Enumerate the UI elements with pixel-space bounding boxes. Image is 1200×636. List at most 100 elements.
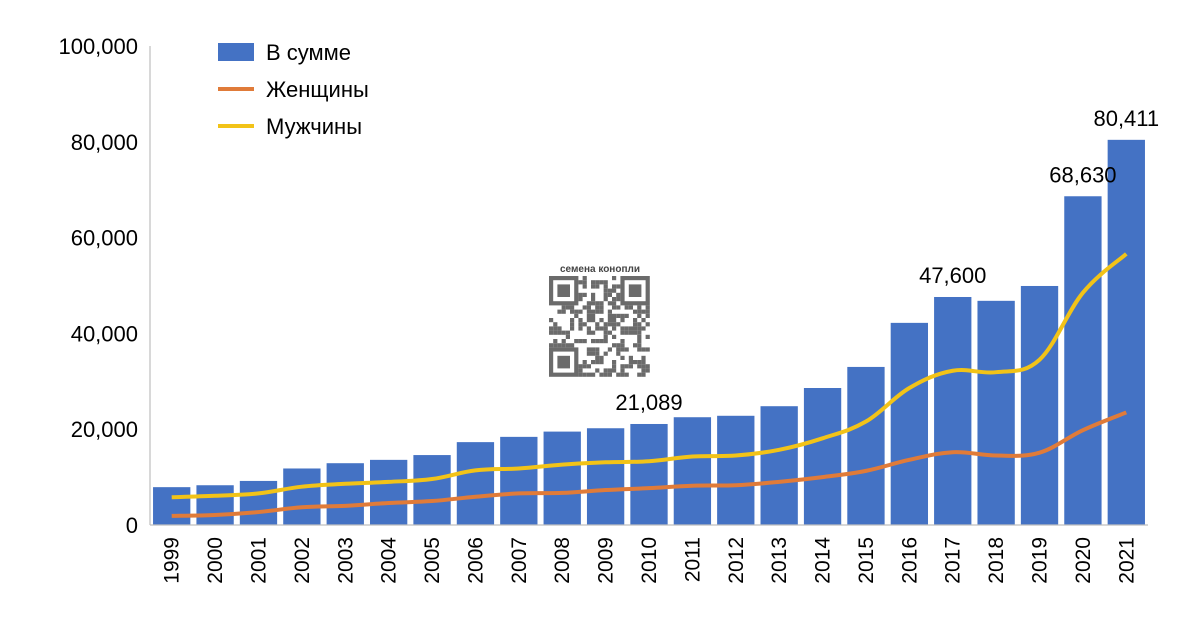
qr-module — [595, 360, 600, 365]
qr-module — [616, 313, 621, 318]
qr-module — [549, 326, 554, 331]
bar-2018 — [977, 300, 1015, 525]
qr-caption: семена конопли — [560, 264, 640, 275]
qr-module — [637, 313, 642, 318]
qr-module — [624, 326, 629, 331]
qr-module — [570, 318, 575, 323]
y-tick-label: 60,000 — [71, 226, 138, 251]
qr-module — [612, 334, 617, 339]
qr-module — [557, 330, 562, 335]
qr-module — [591, 339, 596, 344]
qr-module — [586, 309, 591, 314]
qr-module — [591, 351, 596, 356]
qr-module — [637, 372, 642, 377]
bar-2014 — [803, 388, 842, 525]
bar-2008 — [543, 431, 581, 525]
qr-module — [633, 326, 638, 331]
qr-module — [582, 360, 587, 365]
qr-module — [603, 368, 608, 373]
qr-module — [612, 276, 617, 281]
bar-1999 — [153, 487, 191, 525]
x-tick-label: 2009 — [595, 537, 618, 584]
qr-module — [586, 305, 591, 310]
qr-module — [637, 309, 642, 314]
qr-module — [549, 330, 554, 335]
bar-2002 — [283, 468, 321, 525]
qr-module — [565, 330, 570, 335]
x-tick-label: 2007 — [508, 537, 531, 584]
qr-module — [612, 364, 617, 369]
qr-module — [645, 364, 650, 369]
qr-module — [612, 301, 617, 306]
qr-module — [620, 313, 625, 318]
qr-module — [603, 326, 608, 331]
qr-module — [616, 297, 621, 302]
qr-module — [586, 318, 591, 323]
qr-module — [582, 292, 587, 297]
qr-module — [586, 364, 591, 369]
qr-module — [570, 326, 575, 331]
qr-module — [620, 347, 625, 352]
qr-module — [586, 351, 591, 356]
qr-module — [591, 372, 596, 377]
qr-module — [603, 372, 608, 377]
qr-module — [603, 351, 608, 356]
qr-module — [574, 309, 579, 314]
qr-module — [578, 318, 583, 323]
qr-module — [633, 343, 638, 348]
qr-module — [607, 288, 612, 293]
bar-2004 — [369, 459, 408, 525]
x-tick-label: 2000 — [204, 537, 227, 584]
x-tick-label: 2016 — [898, 537, 921, 584]
qr-watermark: семена конопли — [547, 264, 652, 379]
y-tick-label: 0 — [126, 513, 138, 538]
qr-module — [582, 276, 587, 281]
x-axis-ticks: 1999 2000 2001 2002 2003 2004 2005 2006 2007 2008… — [161, 537, 1139, 584]
qr-module — [616, 351, 621, 356]
qr-module — [595, 322, 600, 327]
qr-module — [586, 326, 591, 331]
qr-module — [599, 372, 604, 377]
qr-module — [607, 301, 612, 306]
qr-module — [578, 280, 583, 285]
qr-module — [565, 343, 570, 348]
qr-module — [591, 318, 596, 323]
qr-module — [582, 339, 587, 344]
qr-module — [641, 368, 646, 373]
qr-module — [603, 334, 608, 339]
qr-module — [595, 280, 600, 285]
data-label-2021: 80,411 — [1093, 106, 1159, 131]
qr-module — [565, 305, 570, 310]
qr-module — [603, 292, 608, 297]
line-women — [171, 410, 1128, 518]
qr-module — [624, 372, 629, 377]
qr-module — [553, 339, 558, 344]
qr-module — [620, 368, 625, 373]
qr-module — [553, 343, 558, 348]
legend-label: В сумме — [266, 40, 351, 65]
y-axis-ticks: 0 20,000 40,000 60,000 80,000 100,000 — [58, 34, 138, 538]
qr-module — [586, 330, 591, 335]
qr-module — [591, 292, 596, 297]
x-tick-label: 2001 — [247, 537, 270, 584]
qr-module — [624, 330, 629, 335]
qr-finder-core — [628, 284, 642, 297]
bar-2020 — [1064, 196, 1102, 525]
qr-module — [616, 347, 621, 352]
qr-module — [599, 309, 604, 314]
qr-module — [599, 318, 604, 323]
qr-module — [570, 322, 575, 327]
qr-module — [586, 301, 591, 306]
qr-module — [641, 360, 646, 365]
qr-module — [628, 326, 633, 331]
qr-module — [637, 343, 642, 348]
qr-module — [595, 301, 600, 306]
qr-module — [591, 280, 596, 285]
bar-series — [153, 139, 1145, 526]
x-tick-label: 2013 — [768, 537, 791, 584]
qr-module — [641, 347, 646, 352]
line-series — [171, 252, 1128, 518]
qr-module — [603, 280, 608, 285]
qr-module — [628, 360, 633, 365]
qr-module — [641, 372, 646, 377]
